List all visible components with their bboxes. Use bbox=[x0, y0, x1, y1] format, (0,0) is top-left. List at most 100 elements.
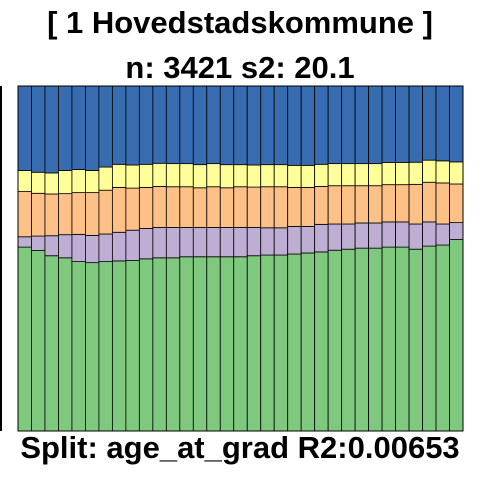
bar-segment-1 bbox=[273, 254, 289, 432]
bar-segment-4 bbox=[233, 164, 248, 188]
split-label: Split: age_at_grad R2:0.00653 bbox=[20, 430, 460, 465]
bar-segment-3 bbox=[408, 183, 423, 225]
bar-segment-1 bbox=[314, 251, 329, 432]
bar-segment-4 bbox=[287, 164, 302, 188]
bar-segment-2 bbox=[449, 222, 464, 240]
bar-segment-2 bbox=[287, 226, 302, 255]
bar-segment-3 bbox=[273, 186, 289, 229]
bar-segment-2 bbox=[44, 235, 59, 257]
bar-segment-2 bbox=[395, 221, 410, 248]
bar-segment-1 bbox=[341, 248, 356, 432]
bar-segment-3 bbox=[219, 187, 235, 228]
bar-segment-5 bbox=[435, 85, 450, 162]
bar-segment-5 bbox=[246, 85, 262, 166]
bar-segment-1 bbox=[138, 258, 154, 432]
bar-stack bbox=[368, 85, 383, 432]
bar-segment-3 bbox=[260, 186, 275, 229]
bar-stack bbox=[246, 85, 262, 432]
bar-segment-2 bbox=[111, 231, 127, 262]
bar-segment-4 bbox=[58, 170, 73, 195]
bar-segment-3 bbox=[85, 192, 100, 236]
bar-segment-1 bbox=[179, 256, 194, 432]
bar-segment-3 bbox=[449, 183, 464, 224]
bar-segment-2 bbox=[138, 228, 154, 260]
bar-segment-1 bbox=[206, 256, 221, 432]
bar-stack bbox=[44, 85, 59, 432]
bar-segment-1 bbox=[435, 244, 450, 432]
bar-segment-3 bbox=[300, 187, 316, 227]
bar-stack bbox=[98, 85, 113, 432]
bar-segment-5 bbox=[449, 85, 464, 163]
bar-segment-5 bbox=[327, 85, 343, 165]
bar-stack bbox=[273, 85, 289, 432]
bar-segment-3 bbox=[165, 186, 181, 228]
bar-segment-4 bbox=[260, 164, 275, 188]
bar-stack bbox=[71, 85, 86, 432]
bar-segment-2 bbox=[71, 233, 86, 263]
bar-segment-5 bbox=[219, 85, 235, 166]
bar-segment-4 bbox=[381, 162, 396, 186]
bar-segment-4 bbox=[44, 172, 59, 195]
bar-segment-4 bbox=[85, 170, 100, 194]
bar-segment-4 bbox=[246, 164, 262, 188]
bar-segment-3 bbox=[435, 182, 450, 225]
bar-segment-1 bbox=[449, 239, 464, 432]
bar-segment-1 bbox=[31, 250, 46, 432]
bar-segment-2 bbox=[368, 222, 383, 249]
bar-segment-1 bbox=[152, 257, 167, 432]
bar-segment-2 bbox=[341, 223, 356, 250]
bar-segment-5 bbox=[260, 85, 275, 166]
bar-segment-2 bbox=[273, 227, 289, 256]
bar-segment-1 bbox=[192, 256, 208, 432]
bar-segment-5 bbox=[314, 85, 329, 165]
bar-segment-5 bbox=[233, 85, 248, 166]
bar-segment-1 bbox=[368, 247, 383, 432]
bar-segment-3 bbox=[111, 187, 127, 233]
bar-segment-3 bbox=[314, 185, 329, 225]
bar-segment-3 bbox=[179, 186, 194, 228]
bar-segment-3 bbox=[152, 185, 167, 228]
bar-segment-1 bbox=[71, 261, 86, 432]
bar-stack bbox=[111, 85, 127, 432]
chart-title: [ 1 Hovedstadskommune ] bbox=[47, 5, 433, 40]
bar-segment-1 bbox=[381, 246, 396, 432]
bar-segment-4 bbox=[341, 163, 356, 187]
bar-segment-2 bbox=[219, 227, 235, 258]
bar-segment-1 bbox=[287, 253, 302, 432]
bar-segment-5 bbox=[138, 85, 154, 165]
bar-segment-5 bbox=[17, 85, 32, 171]
bar-segment-4 bbox=[273, 164, 289, 188]
bar-segment-5 bbox=[408, 85, 423, 163]
bar-segment-4 bbox=[152, 162, 167, 187]
bar-stack bbox=[17, 85, 32, 432]
bar-stack bbox=[58, 85, 73, 432]
bar-segment-1 bbox=[17, 246, 32, 432]
bar-segment-2 bbox=[206, 227, 221, 258]
bar-segment-3 bbox=[327, 185, 343, 225]
bar-segment-5 bbox=[381, 85, 396, 163]
bar-segment-5 bbox=[179, 85, 194, 165]
bar-segment-1 bbox=[125, 260, 140, 432]
bar-stack bbox=[327, 85, 343, 432]
bar-segment-5 bbox=[300, 85, 316, 166]
bar-segment-2 bbox=[179, 227, 194, 258]
bar-segment-1 bbox=[408, 248, 423, 432]
bar-stack bbox=[152, 85, 167, 432]
bar-segment-3 bbox=[381, 184, 396, 223]
bar-stack bbox=[314, 85, 329, 432]
bar-segment-2 bbox=[192, 227, 208, 258]
bar-stack bbox=[31, 85, 46, 432]
bar-segment-1 bbox=[246, 255, 262, 432]
bar-segment-4 bbox=[422, 159, 437, 183]
bar-segment-3 bbox=[44, 193, 59, 237]
bar-stack bbox=[138, 85, 154, 432]
bar-segment-3 bbox=[138, 187, 154, 229]
bar-segment-5 bbox=[341, 85, 356, 165]
bar-segment-4 bbox=[98, 166, 113, 191]
bar-segment-2 bbox=[300, 226, 316, 254]
plot-frame bbox=[17, 85, 464, 432]
bar-segment-5 bbox=[44, 85, 59, 174]
bar-segment-4 bbox=[111, 163, 127, 188]
bar-segment-1 bbox=[85, 262, 100, 432]
